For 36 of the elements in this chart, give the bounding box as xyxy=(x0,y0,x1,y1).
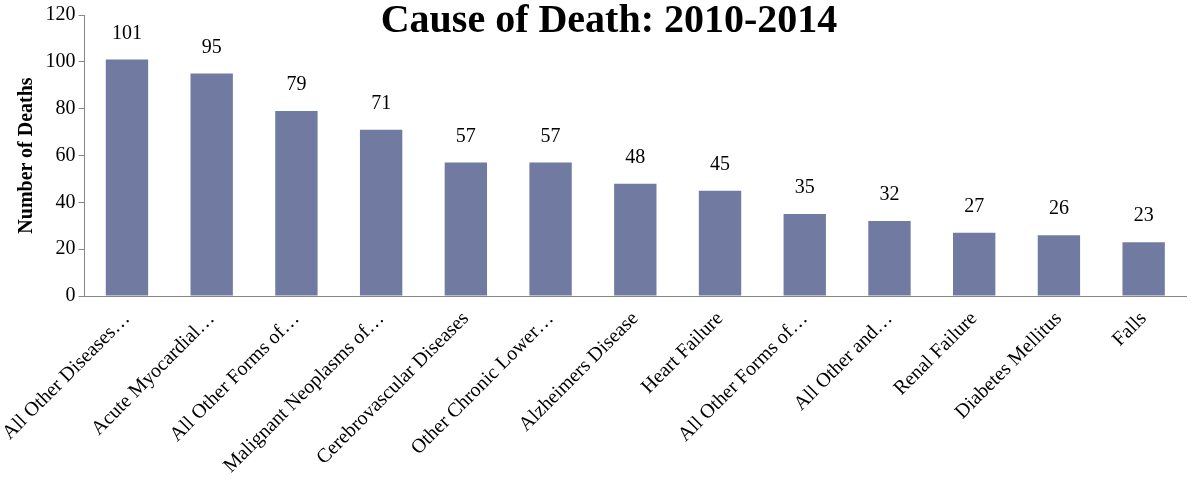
bar xyxy=(783,214,826,296)
bar xyxy=(698,190,742,296)
bar xyxy=(444,162,488,296)
data-label: 32 xyxy=(879,182,900,205)
data-label: 27 xyxy=(964,194,985,217)
bar xyxy=(1122,242,1165,296)
bar xyxy=(105,59,149,296)
data-label: 48 xyxy=(625,144,646,167)
y-tick-label: 40 xyxy=(55,189,76,212)
data-label: 79 xyxy=(286,72,307,95)
chart-title: Cause of Death: 2010-2014 xyxy=(380,0,838,42)
data-label: 45 xyxy=(710,151,731,174)
data-label: 71 xyxy=(371,91,392,114)
bar xyxy=(359,129,403,296)
data-label: 57 xyxy=(540,123,561,146)
data-label: 101 xyxy=(111,20,142,43)
y-tick-label: 60 xyxy=(55,142,76,165)
bar xyxy=(1037,235,1081,296)
bar xyxy=(953,232,996,296)
data-label: 35 xyxy=(794,175,815,198)
data-label: 57 xyxy=(455,123,476,146)
bar xyxy=(275,111,318,296)
y-tick-label: 120 xyxy=(45,2,76,25)
bar xyxy=(868,221,911,296)
y-axis-title: Number of Deaths xyxy=(13,77,36,234)
bar xyxy=(529,162,572,296)
y-tick-label: 80 xyxy=(55,95,76,118)
x-tick-label: Falls xyxy=(1107,306,1151,350)
bar xyxy=(190,73,233,296)
y-tick-label: 0 xyxy=(65,283,76,306)
bar xyxy=(614,183,657,296)
data-label: 26 xyxy=(1048,196,1069,219)
y-tick-label: 20 xyxy=(55,236,76,259)
y-tick-label: 100 xyxy=(45,49,76,72)
data-label: 23 xyxy=(1133,203,1154,226)
data-label: 95 xyxy=(201,34,222,57)
